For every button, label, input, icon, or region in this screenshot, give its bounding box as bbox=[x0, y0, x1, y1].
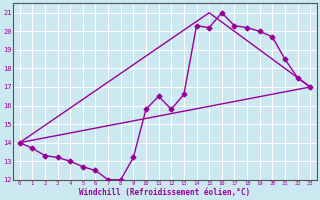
X-axis label: Windchill (Refroidissement éolien,°C): Windchill (Refroidissement éolien,°C) bbox=[79, 188, 251, 197]
